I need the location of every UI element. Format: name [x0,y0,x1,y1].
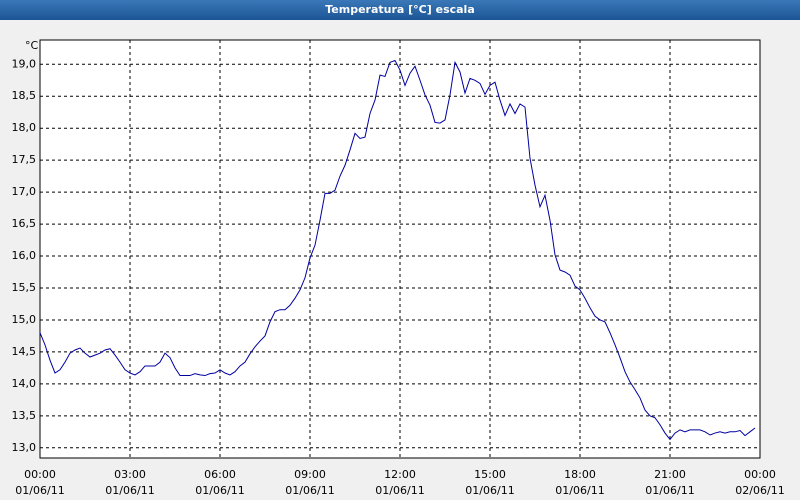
x-tick-date: 01/06/11 [15,484,64,497]
y-tick-label: 16,0 [12,249,37,262]
y-tick-label: 16,5 [12,217,37,230]
line-series [39,59,756,441]
y-tick-label: 13,5 [12,409,37,422]
y-tick-label: 14,0 [12,377,37,390]
x-tick-date: 01/06/11 [555,484,604,497]
x-tick-date: 01/06/11 [285,484,334,497]
y-tick-label: 18,5 [12,89,37,102]
y-tick-label: 13,0 [12,441,37,454]
x-tick-label: 06:00 [204,468,236,481]
x-tick-label: 15:00 [474,468,506,481]
x-tick-label: 00:00 [24,468,56,481]
y-tick-label: 17,5 [12,153,37,166]
chart: 13,0 13,5 14,0 14,5 15,0 15,5 16,0 16,5 17,0 17,5… [12,40,785,497]
y-tick-label: 15,0 [12,313,37,326]
y-tick-label: 15,5 [12,281,37,294]
x-tick-label: 18:00 [564,468,596,481]
x-tick-label: 09:00 [294,468,326,481]
x-tick-label: 21:00 [654,468,686,481]
x-tick-date: 01/06/11 [375,484,424,497]
x-tick-date: 01/06/11 [465,484,514,497]
x-tick-date: 01/06/11 [195,484,244,497]
x-tick-label: 00:00 [744,468,776,481]
y-tick-label: 18,0 [12,121,37,134]
y-tick-label: 19,0 [12,57,37,70]
y-tick-label: 14,5 [12,345,37,358]
window-title: Temperatura [°C] escala [325,3,475,16]
x-tick-date: 01/06/11 [645,484,694,497]
x-tick-label: 03:00 [114,468,146,481]
x-tick-date: 01/06/11 [105,484,154,497]
title-bar [0,0,800,20]
x-tick-date: 02/06/11 [735,484,784,497]
y-tick-label: 17,0 [12,185,37,198]
y-unit: °C [25,39,39,52]
x-tick-label: 12:00 [384,468,416,481]
